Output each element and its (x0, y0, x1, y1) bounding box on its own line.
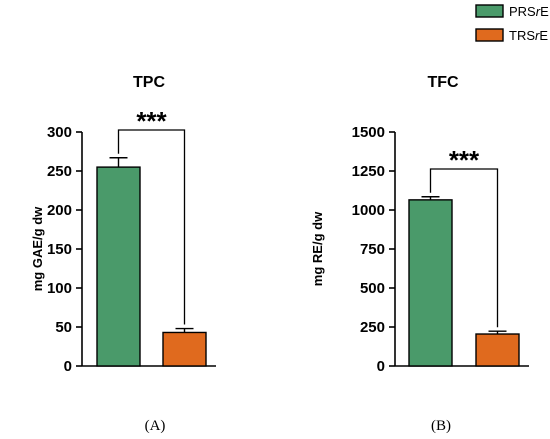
y-axis-label: mg GAE/g dw (30, 206, 45, 291)
y-tick-label: 0 (64, 358, 72, 375)
y-tick-label: 150 (47, 241, 72, 258)
y-tick-label: 750 (360, 241, 385, 258)
bar-0 (408, 199, 453, 367)
bar-1 (162, 331, 207, 367)
legend-label-1: TRSrE (509, 28, 548, 43)
y-tick-label: 300 (47, 124, 72, 141)
y-tick-label: 0 (377, 358, 385, 375)
chart-panel-a: TPC mg GAE/g dw 0 50 100 150 200 250 300 *** (30, 74, 216, 375)
chart-panel-b: TFC mg RE/g dw 0 250 500 750 1000 1250 1500 *** (310, 74, 529, 375)
chart-title: TFC (427, 74, 459, 91)
legend: PRSrE TRSrE (475, 4, 549, 43)
y-tick-label: 250 (360, 319, 385, 336)
y-axis-label: mg RE/g dw (310, 211, 325, 286)
panel-label-b: (B) (431, 418, 451, 434)
legend-swatch-0 (475, 4, 504, 18)
legend-label-0: PRSrE (509, 4, 549, 19)
panel-label-a: (A) (145, 418, 166, 434)
y-tick-label: 250 (47, 163, 72, 180)
significance-bracket (429, 168, 499, 328)
y-tick-label: 100 (47, 280, 72, 297)
y-tick-label: 50 (55, 319, 72, 336)
y-tick-label: 1500 (352, 124, 385, 141)
y-tick-label: 500 (360, 280, 385, 297)
y-tick-label: 1250 (352, 163, 385, 180)
chart-title: TPC (133, 74, 165, 91)
legend-swatch-1 (475, 28, 504, 42)
y-tick-label: 200 (47, 202, 72, 219)
bar-0 (96, 166, 141, 367)
significance-label: *** (449, 145, 480, 175)
significance-label: *** (136, 106, 167, 136)
bar-1 (475, 333, 520, 367)
y-tick-label: 1000 (352, 202, 385, 219)
significance-bracket (117, 129, 186, 325)
